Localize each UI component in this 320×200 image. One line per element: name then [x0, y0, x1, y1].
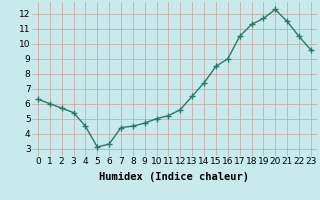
X-axis label: Humidex (Indice chaleur): Humidex (Indice chaleur) — [100, 172, 249, 182]
